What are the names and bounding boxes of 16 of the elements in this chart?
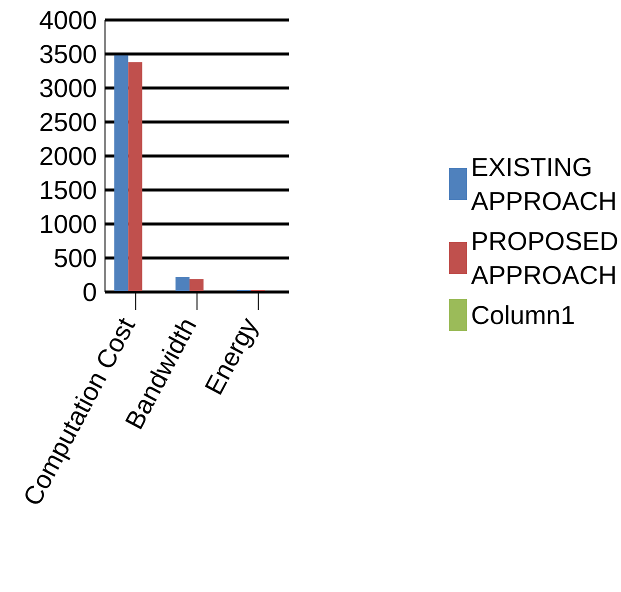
y-tick-label: 2500 <box>39 107 97 138</box>
y-tick-label: 4000 <box>39 5 97 36</box>
legend-label: EXISTING APPROACH <box>471 151 617 218</box>
legend-label: PROPOSED APPROACH <box>471 225 618 292</box>
y-tick-label: 500 <box>54 243 97 274</box>
y-tick-label: 3000 <box>39 73 97 104</box>
legend-label: Column1 <box>471 299 576 332</box>
y-tick-label: 1500 <box>39 175 97 206</box>
y-tick-label: 3500 <box>39 39 97 70</box>
bar <box>114 55 128 292</box>
bar <box>128 62 142 292</box>
y-tick-label: 2000 <box>39 141 97 172</box>
bar <box>176 277 190 292</box>
bar <box>190 279 204 292</box>
y-tick-label: 1000 <box>39 209 97 240</box>
y-tick-label: 0 <box>82 277 97 308</box>
